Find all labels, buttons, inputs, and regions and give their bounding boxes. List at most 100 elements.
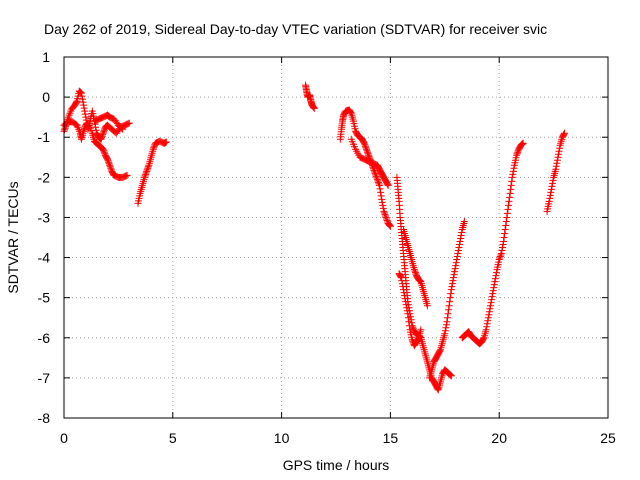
data-point	[491, 278, 499, 286]
data-point	[411, 267, 419, 275]
data-point	[436, 347, 444, 355]
data-point	[346, 108, 354, 116]
data-point	[374, 177, 382, 185]
data-point	[457, 235, 465, 243]
data-point	[450, 271, 458, 279]
data-point	[409, 325, 417, 333]
data-point	[452, 259, 460, 267]
data-point	[310, 104, 318, 112]
data-point	[555, 147, 563, 155]
data-point	[398, 277, 406, 285]
data-point	[496, 254, 504, 262]
data-point	[452, 262, 460, 270]
data-point	[100, 148, 108, 156]
data-point	[100, 147, 108, 155]
data-point	[441, 327, 449, 335]
data-point	[386, 222, 394, 230]
data-point	[118, 124, 126, 132]
data-point	[446, 298, 454, 306]
data-point	[99, 129, 107, 137]
data-point	[455, 244, 463, 252]
data-point	[546, 194, 554, 202]
data-point	[125, 119, 133, 127]
data-point	[485, 308, 493, 316]
data-point	[144, 164, 152, 172]
data-point	[546, 191, 554, 199]
data-point	[506, 193, 514, 201]
data-point	[80, 104, 88, 112]
data-point	[553, 156, 561, 164]
data-point	[150, 144, 158, 152]
data-point	[486, 302, 494, 310]
data-point	[362, 145, 370, 153]
data-point	[497, 251, 505, 259]
data-point	[384, 181, 392, 189]
data-point	[552, 165, 560, 173]
data-point	[81, 107, 89, 115]
data-point	[445, 302, 453, 310]
data-point	[500, 234, 508, 241]
y-axis-label: SDTVAR / TECUs	[5, 181, 21, 293]
y-tick-label: -4	[38, 250, 51, 266]
data-point	[361, 142, 369, 150]
data-point	[488, 296, 496, 304]
data-point	[404, 310, 412, 318]
data-point	[513, 150, 521, 158]
data-point	[513, 151, 521, 159]
data-point	[310, 104, 318, 112]
data-point	[402, 301, 410, 309]
data-point	[372, 172, 380, 180]
data-point	[309, 103, 317, 111]
plot-frame	[63, 56, 609, 419]
data-point	[92, 126, 100, 134]
data-point	[441, 330, 449, 338]
data-point	[379, 201, 387, 209]
data-point	[447, 290, 455, 298]
data-point	[553, 159, 561, 167]
data-point	[383, 216, 391, 224]
data-point	[447, 371, 455, 379]
y-tick-label: 0	[42, 89, 50, 105]
data-point	[124, 120, 132, 128]
data-point	[448, 283, 456, 291]
data-point	[382, 212, 390, 220]
data-point	[417, 326, 425, 334]
data-point	[371, 169, 379, 177]
data-point	[499, 241, 507, 249]
data-point	[377, 192, 385, 200]
data-point	[453, 253, 461, 261]
data-point	[80, 126, 88, 134]
data-point	[365, 151, 373, 159]
data-point	[411, 269, 419, 277]
data-point	[142, 170, 150, 178]
data-point	[454, 250, 462, 258]
x-tick-label: 20	[491, 430, 507, 446]
data-point	[364, 148, 372, 156]
data-point	[503, 213, 511, 221]
data-point	[385, 221, 393, 229]
data-point	[402, 298, 410, 306]
y-tick-label: -6	[38, 330, 51, 346]
data-point	[381, 210, 389, 218]
axis-ticks	[63, 56, 609, 419]
data-point	[97, 135, 105, 143]
data-point	[509, 167, 517, 175]
data-point	[98, 132, 106, 140]
data-point	[374, 178, 382, 186]
data-point	[514, 148, 522, 156]
y-tick-label: -3	[38, 209, 51, 225]
data-point	[457, 231, 465, 239]
data-point	[99, 131, 107, 139]
y-tick-label: -8	[38, 410, 51, 426]
data-point	[492, 269, 500, 277]
x-tick-label: 15	[383, 430, 399, 446]
data-point	[500, 238, 508, 246]
data-point	[496, 253, 504, 261]
data-point	[518, 141, 526, 149]
y-tick-label: -1	[38, 129, 51, 145]
data-point	[364, 150, 372, 158]
data-point	[545, 197, 553, 205]
data-point	[456, 238, 464, 246]
x-tick-labels: 0 5 10 15 20 25	[60, 430, 616, 446]
data-point	[444, 310, 452, 318]
